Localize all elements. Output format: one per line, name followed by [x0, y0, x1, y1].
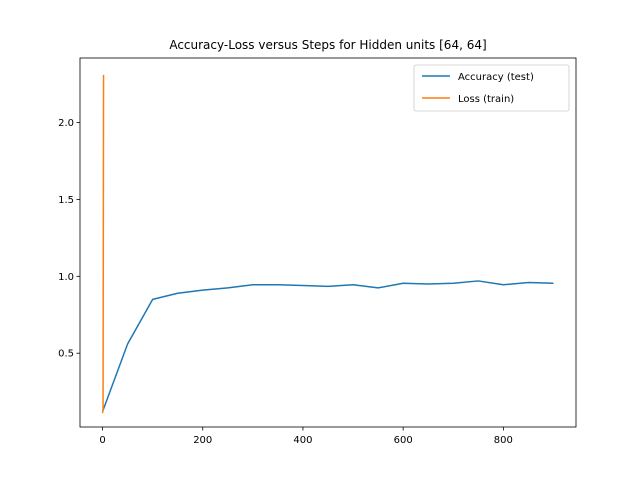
series-line-loss-train [101, 74, 105, 414]
x-tick-label: 800 [494, 435, 513, 446]
x-tick-label: 0 [99, 435, 105, 446]
y-tick-label: 1.5 [58, 195, 74, 206]
series-layer [101, 74, 554, 414]
y-tick-label: 0.5 [58, 349, 74, 360]
legend: Accuracy (test) Loss (train) [413, 64, 570, 112]
legend-label: Loss (train) [458, 94, 514, 105]
series-line-accuracy-test [101, 280, 554, 412]
x-tick-label: 400 [293, 435, 312, 446]
legend-box [413, 64, 570, 112]
chart-title: Accuracy-Loss versus Steps for Hidden un… [169, 38, 486, 52]
y-tick-label: 1.0 [58, 272, 74, 283]
y-tick-label: 2.0 [58, 118, 74, 129]
x-tick-label: 600 [394, 435, 413, 446]
plot-area-frame [79, 57, 577, 428]
x-tick-label: 200 [193, 435, 212, 446]
axes-layer: 0 200 400 600 800 0.5 1.0 1.5 2.0 [58, 57, 577, 446]
legend-label: Accuracy (test) [458, 72, 534, 83]
